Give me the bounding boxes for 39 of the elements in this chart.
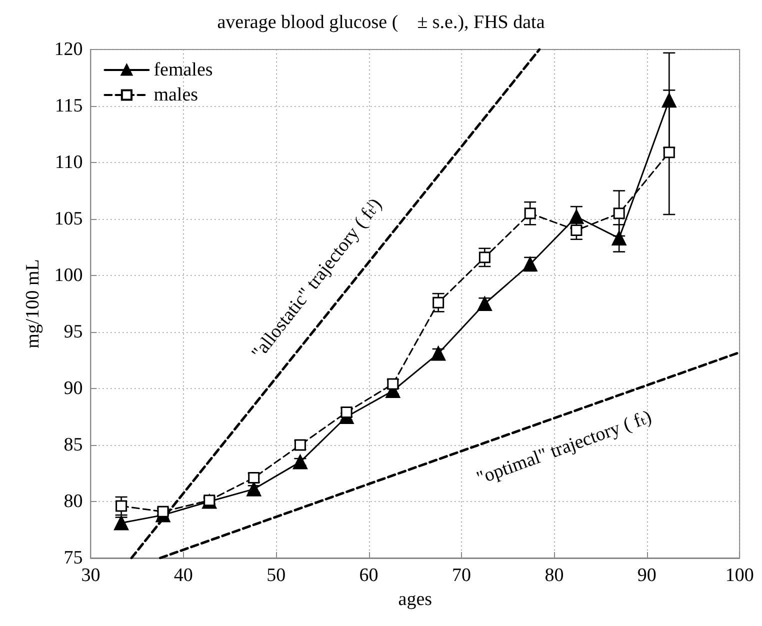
legend-label: females xyxy=(154,60,213,80)
y-tick-label: 90 xyxy=(64,378,83,399)
x-tick-label: 60 xyxy=(359,565,378,586)
point xyxy=(116,500,128,512)
point xyxy=(662,93,676,108)
y-tick-label: 85 xyxy=(64,434,83,456)
y-tick-label: 80 xyxy=(64,491,83,512)
point xyxy=(663,146,675,158)
y-tick-label: 110 xyxy=(54,152,83,173)
point xyxy=(477,296,492,311)
y-tick-label: 95 xyxy=(64,322,83,342)
x-tick-label: 30 xyxy=(81,565,100,586)
y-tick-label: 120 xyxy=(54,39,83,60)
chart-title: average blood glucose ( ± s.e.), FHS data xyxy=(217,12,546,33)
point xyxy=(114,516,129,530)
x-tick-label: 40 xyxy=(174,565,193,586)
point xyxy=(294,439,306,451)
y-tick-label: 105 xyxy=(54,208,83,230)
point xyxy=(432,296,444,308)
point xyxy=(569,209,584,224)
x-tick-label: 70 xyxy=(452,565,471,586)
x-axis-title: ages xyxy=(398,588,432,610)
y-tick-label: 115 xyxy=(54,96,83,116)
legend-label: males xyxy=(154,84,198,106)
point xyxy=(246,482,262,496)
point xyxy=(612,230,626,246)
y-axis-title: mg/100 mL xyxy=(22,259,44,348)
point xyxy=(524,208,536,220)
point xyxy=(248,472,260,484)
point xyxy=(570,224,582,236)
y-tick-label: 100 xyxy=(54,265,83,286)
x-tick-label: 100 xyxy=(725,565,754,586)
point xyxy=(613,208,625,220)
x-tick-label: 80 xyxy=(544,565,564,586)
x-tick-label: 90 xyxy=(637,565,656,586)
point xyxy=(292,454,308,470)
x-tick-label: 50 xyxy=(266,565,286,586)
y-tick-label: 75 xyxy=(64,548,83,568)
point xyxy=(478,252,490,264)
